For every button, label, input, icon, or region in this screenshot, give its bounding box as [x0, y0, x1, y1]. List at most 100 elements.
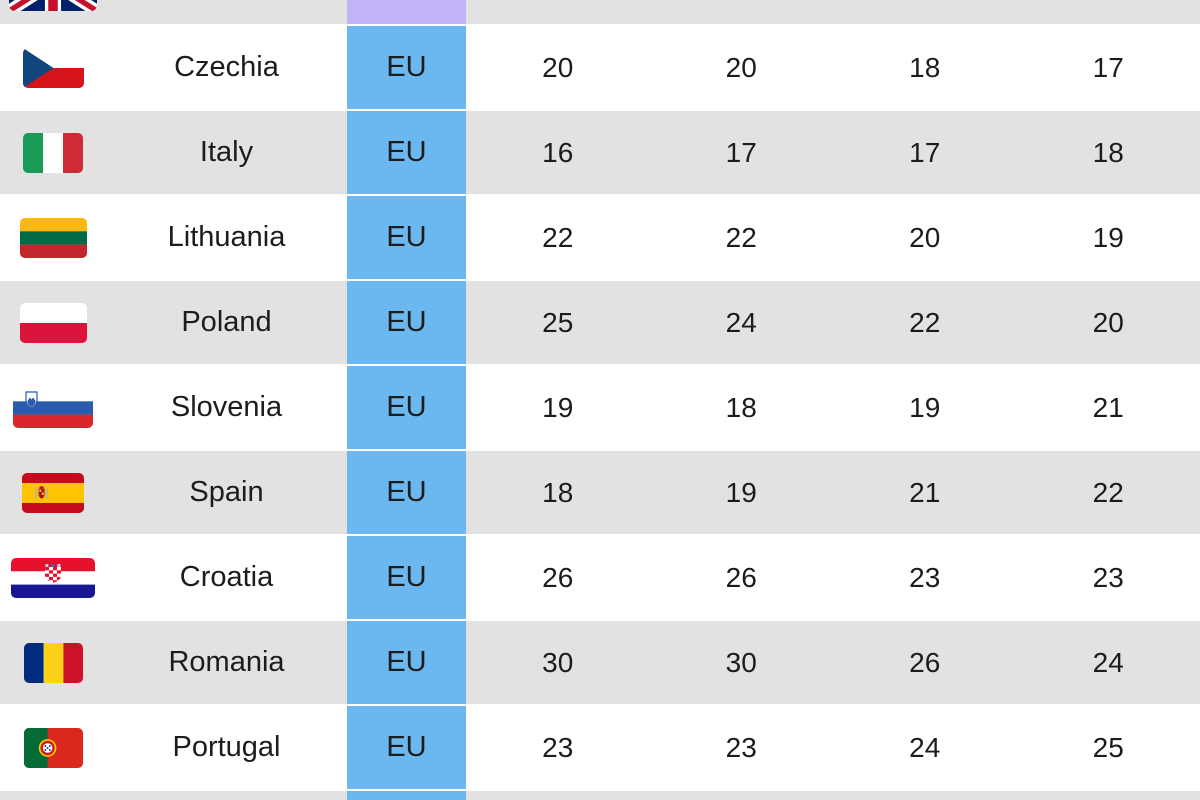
flag-cell	[0, 196, 106, 279]
country-name: Poland	[181, 306, 272, 338]
membership-badge	[347, 0, 466, 24]
flag-cell	[0, 111, 106, 194]
table-row: Lithuania EU 22 22 20 19	[0, 196, 1200, 279]
country-name: Lithuania	[167, 221, 286, 253]
value-cell-1: 19	[542, 391, 574, 423]
united-kingdom-flag-icon	[9, 0, 97, 11]
value-cell-2: 26	[725, 561, 757, 593]
value-cell-1: 18	[542, 476, 574, 508]
country-name: Spain	[189, 476, 264, 508]
table-row: Italy EU 16 17 17 18	[0, 111, 1200, 194]
membership-badge: EU	[347, 536, 466, 619]
flag-cell	[0, 706, 106, 789]
country-name: Slovenia	[170, 391, 283, 423]
flag-cell	[0, 451, 106, 534]
value-cell-2: 24	[725, 306, 757, 338]
value-cell-3: 19	[909, 391, 941, 423]
value-cell-4: 25	[1092, 731, 1124, 763]
flag-cell	[0, 26, 106, 109]
value-cell-4: 22	[1092, 476, 1124, 508]
value-cell-4: 19	[1092, 221, 1124, 253]
table-row: Poland EU 25 24 22 20	[0, 281, 1200, 364]
country-name: Czechia	[174, 51, 279, 83]
value-cell-3: 18	[909, 51, 941, 83]
value-cell-1: 22	[542, 221, 574, 253]
table-row: Romania EU 30 30 26 24	[0, 621, 1200, 704]
value-cell-4: 23	[1092, 561, 1124, 593]
flag-cell	[0, 621, 106, 704]
membership-badge: EU	[347, 281, 466, 364]
value-cell-2: 20	[725, 51, 757, 83]
membership-badge: EU	[347, 26, 466, 109]
membership-badge: EU	[347, 706, 466, 789]
value-cell-1: 25	[542, 306, 574, 338]
value-cell-1: 30	[542, 646, 574, 678]
value-cell-3: 24	[909, 731, 941, 763]
value-cell-1: 16	[542, 136, 574, 168]
value-cell-4: 24	[1092, 646, 1124, 678]
value-cell-4: 18	[1092, 136, 1124, 168]
value-cell-1: 26	[542, 561, 574, 593]
italy-flag-icon	[23, 132, 83, 173]
flag-cell	[0, 791, 106, 800]
table-row: Spain EU 18 19 21 22	[0, 451, 1200, 534]
value-cell-3: 21	[909, 476, 941, 508]
spain-flag-icon	[22, 472, 84, 513]
membership-badge: EU	[347, 196, 466, 279]
value-cell-4	[1017, 791, 1200, 800]
portugal-flag-icon	[23, 727, 83, 768]
membership-badge: EU	[347, 621, 466, 704]
flag-cell	[0, 536, 106, 619]
poland-flag-icon	[19, 302, 87, 343]
flag-cell	[0, 366, 106, 449]
value-cell-3: 26	[909, 646, 941, 678]
value-cell-2: 30	[725, 646, 757, 678]
country-name	[106, 791, 347, 800]
value-cell-4: 20	[1092, 306, 1124, 338]
table-row: Slovenia EU 19 18 19 21	[0, 366, 1200, 449]
value-cell-4: 17	[1092, 51, 1124, 83]
table-row: Czechia EU 20 20 18 17	[0, 26, 1200, 109]
country-name	[106, 0, 347, 24]
value-cell-3	[833, 791, 1017, 800]
value-cell-1: 20	[542, 51, 574, 83]
flag-cell	[0, 281, 106, 364]
value-cell-1: 23	[542, 731, 574, 763]
value-cell-4	[1017, 0, 1200, 24]
flag-cell	[0, 0, 106, 24]
membership-badge: EU	[347, 451, 466, 534]
value-cell-3: 22	[909, 306, 941, 338]
membership-badge: EU	[347, 111, 466, 194]
table-row: Portugal EU 23 23 24 25	[0, 706, 1200, 789]
country-name: Croatia	[179, 561, 274, 593]
value-cell-2: 23	[725, 731, 757, 763]
value-cell-3: 20	[909, 221, 941, 253]
value-cell-2: 17	[725, 136, 757, 168]
value-cell-2: 19	[725, 476, 757, 508]
value-cell-3	[833, 0, 1017, 24]
value-cell-2: 18	[725, 391, 757, 423]
country-name: Romania	[168, 646, 285, 678]
value-cell-1	[466, 791, 650, 800]
value-cell-2	[650, 0, 834, 24]
czechia-flag-icon	[22, 47, 84, 88]
value-cell-2	[650, 791, 834, 800]
country-name: Italy	[199, 136, 254, 168]
value-cell-2: 22	[725, 221, 757, 253]
value-cell-3: 17	[909, 136, 941, 168]
romania-flag-icon	[23, 642, 83, 683]
value-cell-3: 23	[909, 561, 941, 593]
table-row	[0, 791, 1200, 800]
membership-badge	[347, 791, 466, 800]
table-row	[0, 0, 1200, 24]
lithuania-flag-icon	[19, 217, 87, 258]
slovenia-flag-icon	[13, 387, 93, 428]
membership-badge: EU	[347, 366, 466, 449]
value-cell-1	[466, 0, 650, 24]
table-row: Croatia EU 26 26 23 23	[0, 536, 1200, 619]
country-name: Portugal	[172, 731, 281, 763]
croatia-flag-icon	[11, 557, 95, 598]
value-cell-4: 21	[1092, 391, 1124, 423]
